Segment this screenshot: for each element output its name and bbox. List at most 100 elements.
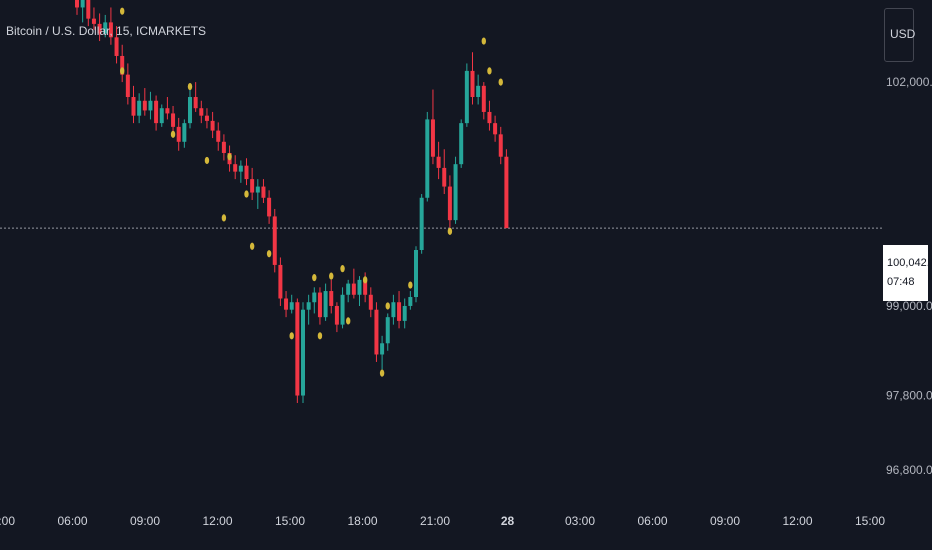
candle [436,141,441,180]
candle [346,279,351,303]
candle [289,294,294,314]
candle-body [368,294,373,310]
candle-body [188,97,192,124]
candle-body [103,22,108,34]
candle-body [86,0,91,19]
candle-body [284,298,289,310]
candle [284,291,289,318]
candle [419,194,424,254]
candle [340,287,345,329]
candle [317,287,322,325]
candle [255,179,260,209]
candle-body [244,165,249,180]
time-axis[interactable]: 03:00 06:00 09:00 12:00 15:00 18:00 21:00 28 03:… [0,514,885,528]
candle-body [329,291,334,306]
signal-marker [487,67,492,75]
signal-marker [244,190,249,198]
time-tick-label: 15:00 [275,514,305,528]
candle-body [419,197,424,250]
candle-body [131,97,136,116]
candle [447,175,452,228]
candle [397,291,402,329]
candle-body [380,343,385,355]
candle-body [278,264,283,299]
candle-body [137,100,142,116]
signal-marker [120,7,125,15]
candle-body [148,100,153,111]
candle-body [199,108,204,116]
candle [470,52,475,105]
signal-marker [120,67,125,75]
price-tick-label: 102,000.00 [886,75,932,89]
candle-body [481,85,486,112]
signal-marker [249,242,255,250]
candle [91,7,96,30]
candle [374,302,379,362]
signal-marker [289,332,294,340]
candle-body [470,70,475,98]
candle-body [408,297,413,306]
candle [408,291,413,310]
signal-marker [379,369,385,377]
candle-body [357,279,362,295]
candle-body [385,317,390,344]
signal-marker [204,156,210,165]
candle-body [317,292,322,318]
candle [193,82,198,112]
candle [142,88,147,116]
signal-marker [170,130,176,138]
candle [312,287,317,314]
candle-body [430,119,435,157]
candle [108,7,113,45]
candle [148,91,153,120]
time-tick-label: 15:00 [855,514,885,528]
candle [272,208,277,273]
candle-body [346,283,351,295]
candle [171,105,176,135]
candle [453,156,458,224]
price-tick-label: 96,800.00 [886,463,932,477]
candle-body [233,164,238,172]
candle [476,74,481,105]
signal-marker [187,82,193,91]
candle-body [306,302,311,310]
candle-body [289,302,294,310]
candle-body [498,134,503,157]
currency-button[interactable]: USD [884,8,915,62]
candle-body [250,179,255,193]
price-axis[interactable]: 102,000.00 99,000.00 97,800.00 96,800.00 [886,75,932,477]
candle [402,298,407,329]
candle [97,13,102,42]
candle-body [504,156,509,229]
candle [250,167,255,200]
signal-marker [447,227,453,235]
candle [385,313,390,351]
signal-marker [266,250,272,258]
candle [188,89,192,129]
candle [278,257,283,306]
time-tick-label: 09:00 [130,514,160,528]
candle [261,179,266,203]
time-tick-label: 21:00 [420,514,450,528]
candle [498,126,503,165]
candle-body [97,23,102,34]
candle-body [464,70,469,124]
candle-body [493,123,498,135]
candle-body [476,85,481,98]
signal-marker [408,281,413,289]
bar-countdown: 07:48 [887,276,915,288]
time-tick-label: 06:00 [637,514,667,528]
candle-body [120,55,125,75]
last-price-label: 100,042.86 07:48 [883,245,932,301]
candle-body [114,37,119,56]
signal-marker [329,272,334,280]
candle-body [154,100,159,124]
candle [487,100,492,131]
last-price-value: 100,042.86 [887,257,932,269]
candle-body [176,126,181,142]
candle-body [108,22,113,38]
candle-body [204,115,209,121]
candle [414,246,418,303]
candle [154,95,159,131]
